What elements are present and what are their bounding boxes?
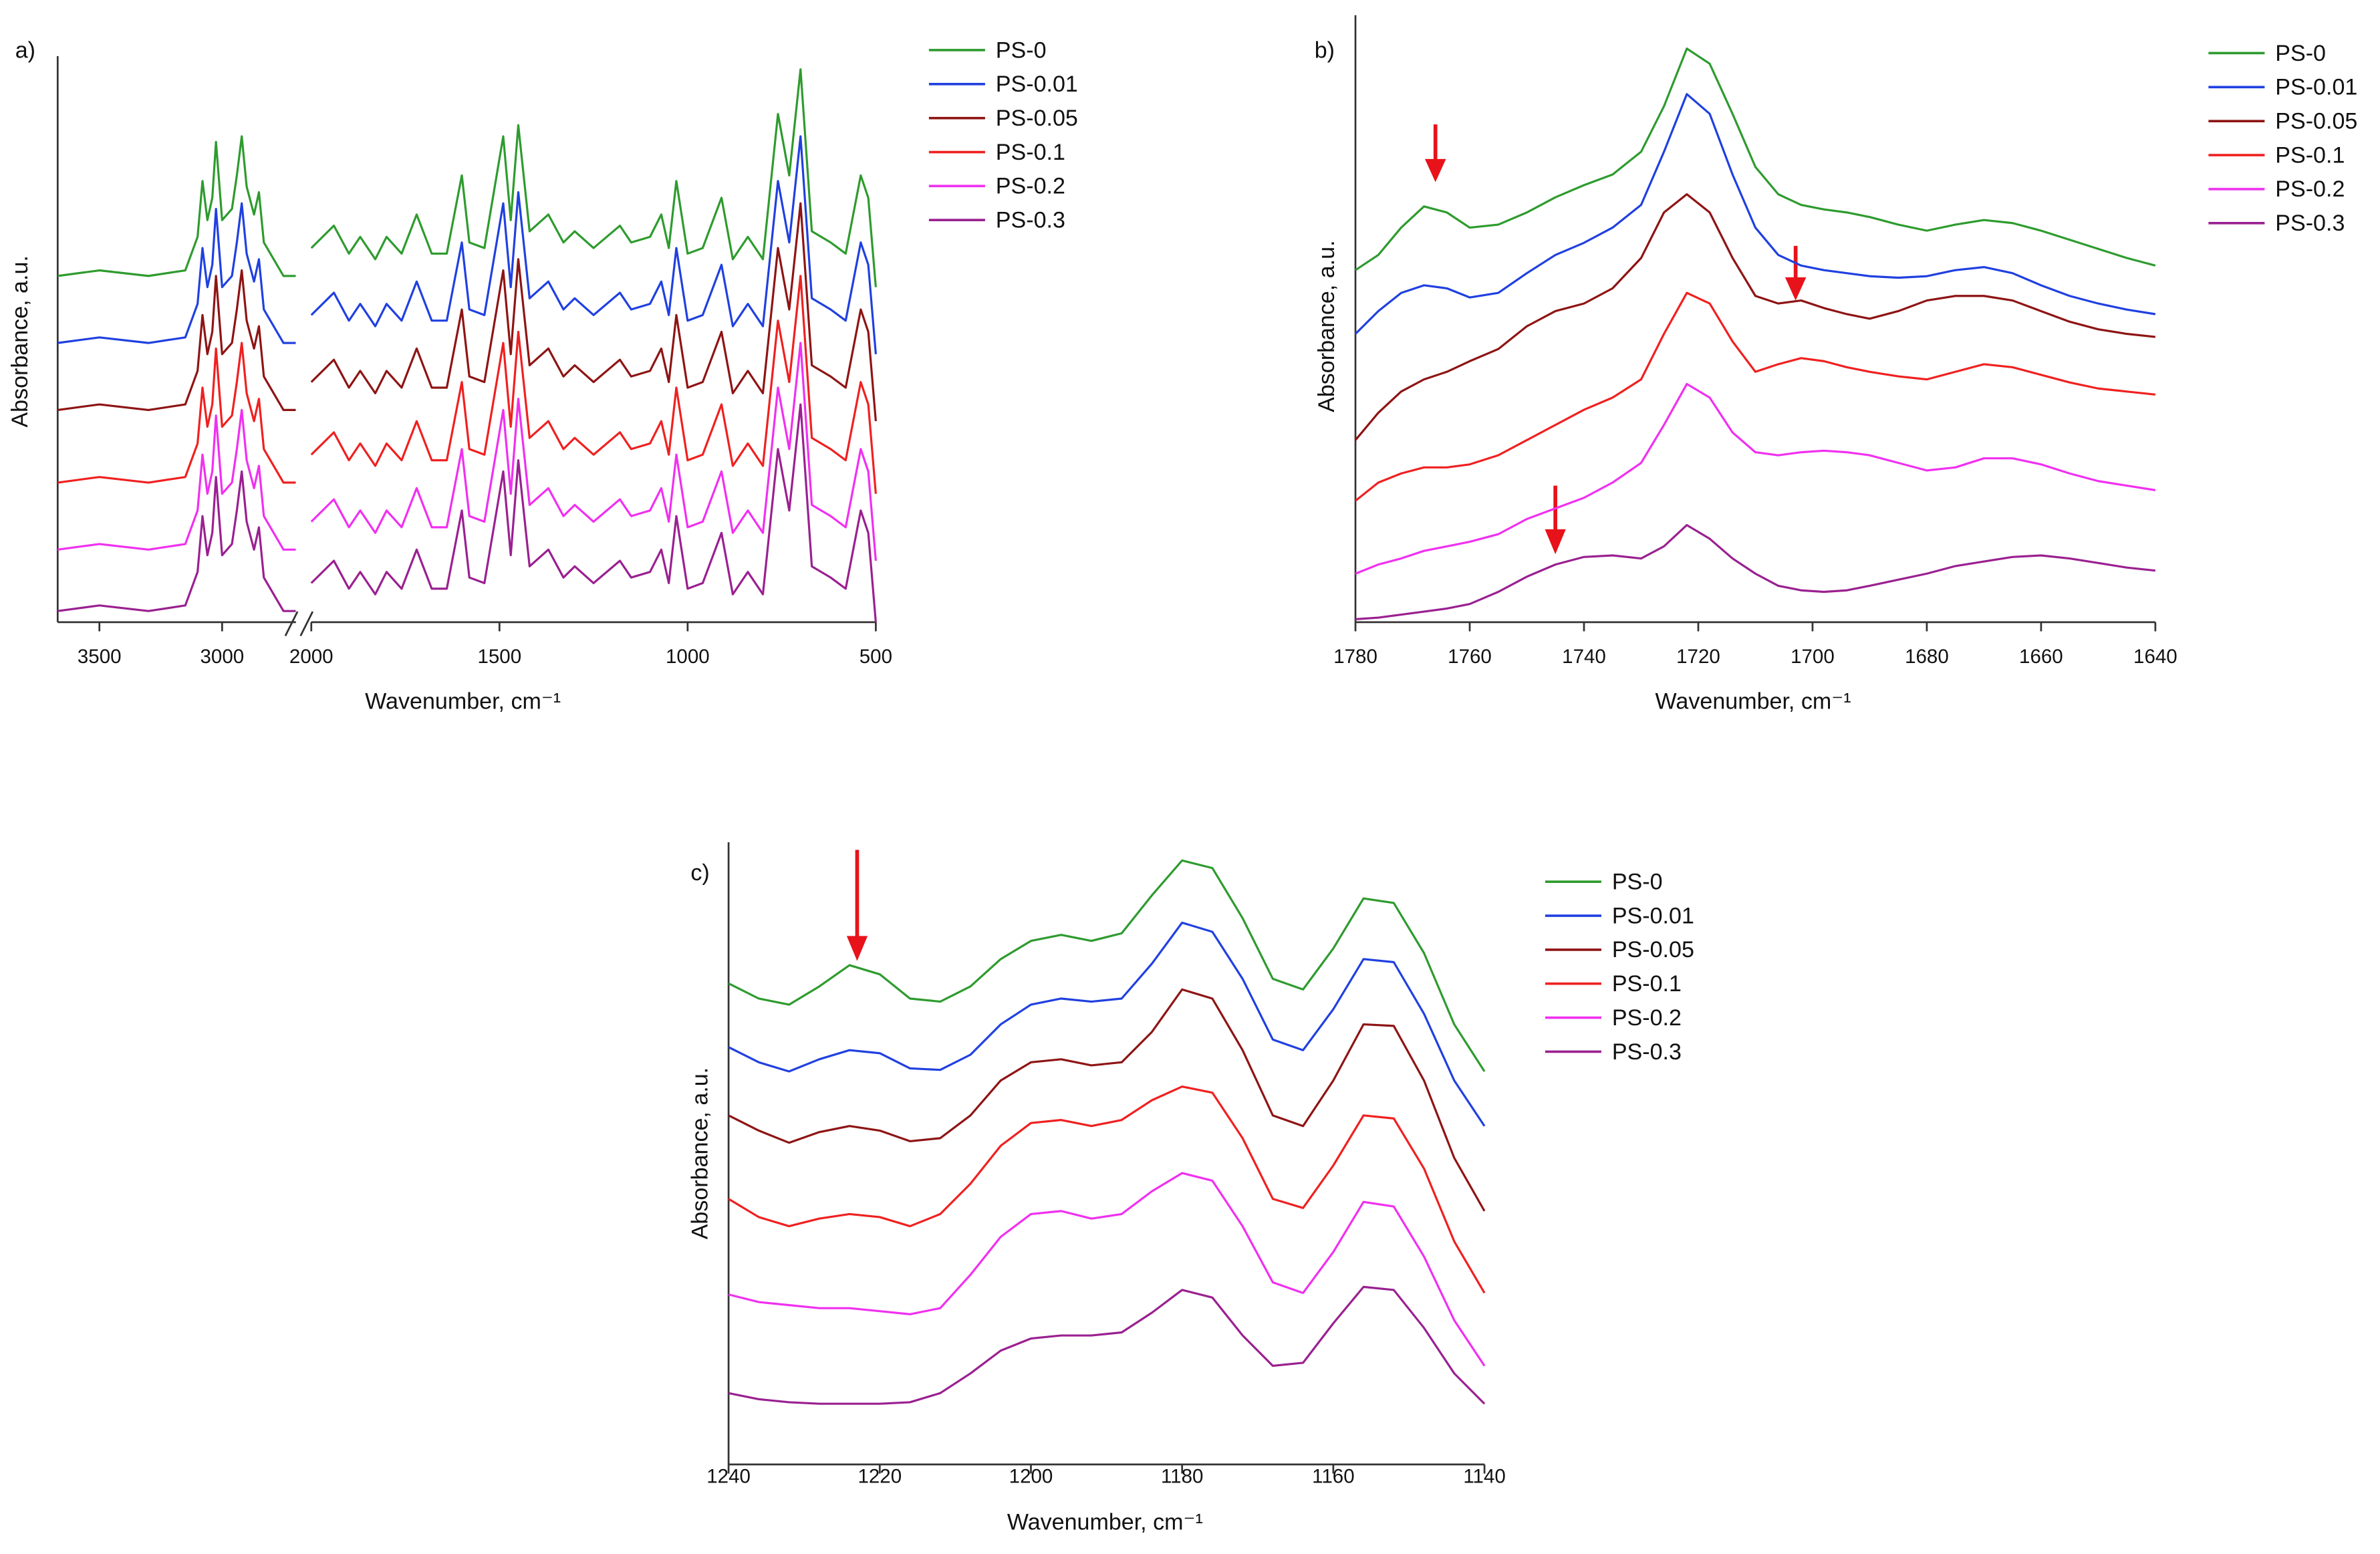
spectrum-line [1355,524,2156,620]
legend-label: PS-0.05 [1612,937,1694,962]
spectrum-line [57,68,877,287]
legend-label: PS-0 [1612,870,1663,895]
x-tick-label: 1140 [1463,1465,1505,1487]
x-axis-label: Wavenumber, cm⁻¹ [1007,1510,1203,1535]
x-tick-label: 1760 [1448,646,1492,668]
x-tick-label: 1740 [1562,646,1606,668]
spectrum-line [57,135,877,354]
panel-label: a) [15,37,35,63]
spectrum-line [57,403,877,623]
x-tick-label: 1720 [1676,646,1720,668]
arrow-head [846,936,868,961]
x-tick-label: 1700 [1791,646,1835,668]
spectrum-line [1354,93,2156,335]
x-axis-label: Wavenumber, cm⁻¹ [365,688,561,714]
panel-label: c) [690,860,709,886]
x-tick-label: 1640 [2133,646,2177,668]
spectrum-line [728,1172,1486,1367]
spectrum-line [57,342,877,561]
spectrum-line [1355,291,2156,502]
y-axis-label: Absorbance, a.u. [687,1067,712,1239]
legend-label: PS-0.3 [996,208,1065,233]
x-tick-label: 1660 [2019,646,2063,668]
x-tick-label: 1000 [666,646,710,668]
legend-label: PS-0.01 [1612,903,1694,928]
legend-label: PS-0.01 [996,72,1078,97]
legend-label: PS-0.1 [2275,142,2345,168]
arrow-head [1545,529,1566,555]
x-tick-label: 1780 [1333,646,1377,668]
x-tick-label: 1200 [1009,1465,1053,1487]
legend-label: PS-0 [2275,41,2326,66]
x-tick-label: 1160 [1312,1465,1354,1487]
x-axis-label: Wavenumber, cm⁻¹ [1656,688,1851,714]
legend-label: PS-0 [996,37,1047,63]
x-tick-label: 1500 [477,646,521,668]
legend-label: PS-0.2 [996,174,1065,199]
y-axis-label: Absorbance, a.u. [1314,240,1339,412]
x-tick-label: 2000 [289,646,334,668]
panel-label: b) [1315,37,1335,63]
x-tick-label: 1180 [1161,1465,1203,1487]
legend-label: PS-0.2 [1612,1005,1682,1031]
spectrum-line [1355,382,2156,575]
arrow-head [1424,158,1446,182]
spectrum-line [728,1285,1486,1405]
x-tick-label: 1680 [1905,646,1949,668]
x-tick-label: 3000 [201,646,245,668]
spectrum-line [728,921,1486,1127]
spectrum-line [728,1085,1486,1294]
x-tick-label: 1240 [706,1465,751,1487]
legend-label: PS-0.3 [1612,1039,1682,1065]
spectrum-line [728,988,1486,1212]
spectrum-line [728,859,1486,1072]
legend-label: PS-0.2 [2275,176,2345,202]
legend-label: PS-0.01 [2275,75,2357,100]
x-tick-label: 500 [860,646,892,668]
legend-label: PS-0.1 [996,140,1065,165]
legend-label: PS-0.3 [2275,211,2345,236]
x-tick-label: 3500 [78,646,122,668]
arrow-head [1784,277,1807,301]
spectrum-line [57,275,877,494]
axis-break [284,611,314,636]
y-axis-label: Absorbance, a.u. [7,255,33,427]
spectrum-line [1355,47,2156,271]
legend-label: PS-0.1 [1612,971,1682,997]
spectrum-line [1354,193,2156,441]
x-tick-label: 1220 [857,1465,902,1487]
spectrum-line [57,202,877,422]
annotation-arrows [846,124,1807,961]
break-mark [284,611,299,636]
legend-label: PS-0.05 [2275,109,2357,134]
legend-label: PS-0.05 [996,106,1078,131]
break-mark [299,611,314,636]
